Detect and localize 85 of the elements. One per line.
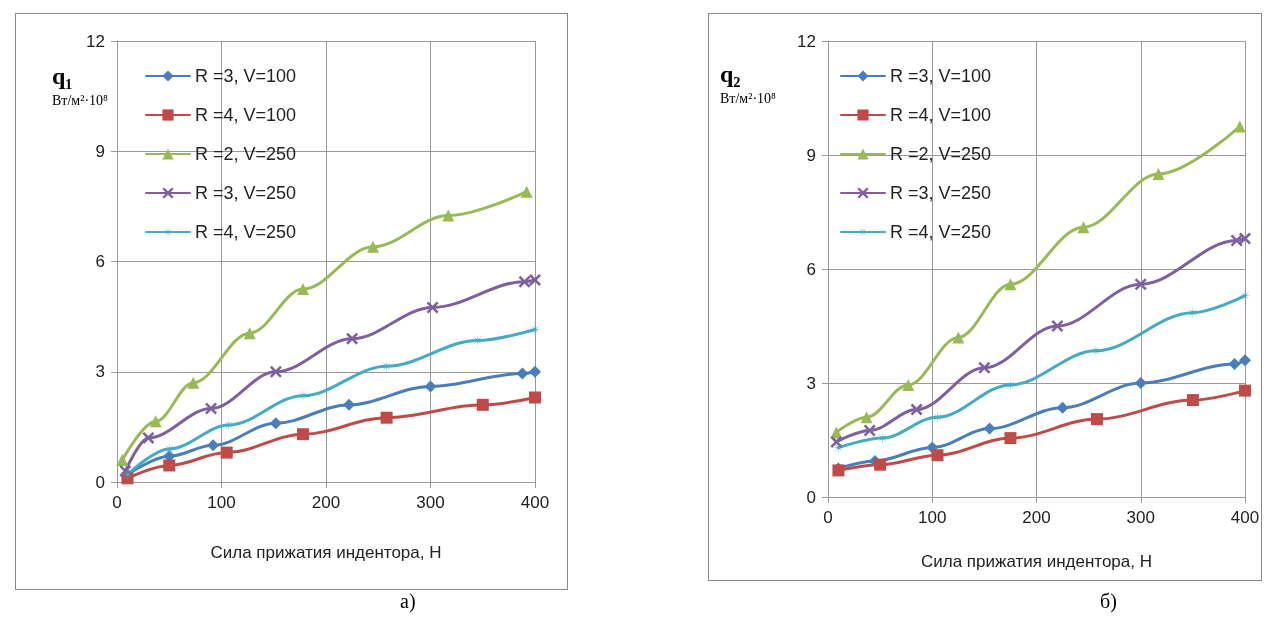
- legend-label: R =4, V=250: [195, 222, 297, 242]
- y-tick-label: 6: [806, 259, 816, 279]
- point: [367, 240, 380, 253]
- point: [931, 449, 944, 462]
- point: [424, 380, 437, 393]
- point: [1004, 432, 1017, 445]
- y-axis-title: q₂ Вт/м²·10⁸: [720, 61, 777, 106]
- point: [116, 453, 129, 466]
- legend-label: R =2, V=250: [195, 144, 297, 164]
- text: а): [400, 590, 416, 613]
- point: [1090, 413, 1103, 426]
- y-tick-label: 9: [95, 141, 105, 161]
- point: [220, 446, 233, 459]
- point: [346, 332, 359, 345]
- y-axis-title: q₁ Вт/м²·10⁸: [52, 63, 109, 108]
- point: [269, 417, 282, 430]
- point: [830, 435, 843, 448]
- legend-label: R =4, V=100: [890, 105, 992, 125]
- x-tick-label: 0: [112, 493, 122, 512]
- point: [149, 415, 162, 428]
- point: [269, 365, 282, 378]
- y-tick-label: 12: [797, 31, 816, 51]
- point: [516, 367, 529, 380]
- x-tick-label: 100: [918, 508, 947, 527]
- x-tick-label: 300: [1126, 508, 1155, 527]
- legend-label: R =3, V=100: [890, 66, 992, 86]
- point: [205, 402, 218, 415]
- point: [1056, 401, 1069, 414]
- x-tick-label: 200: [1022, 508, 1051, 527]
- x-tick-label: 400: [1230, 508, 1260, 527]
- point: [529, 391, 541, 404]
- point: [832, 441, 845, 454]
- point: [442, 209, 455, 222]
- point: [1134, 278, 1147, 291]
- point: [1239, 354, 1251, 367]
- y-tick-label: 6: [95, 252, 105, 271]
- x-tick-label: 300: [416, 493, 445, 512]
- legend-label: R =4, V=250: [890, 222, 992, 242]
- point: [529, 365, 541, 378]
- point: [297, 283, 310, 296]
- point: [142, 431, 155, 444]
- y-tick-label: 9: [806, 145, 816, 165]
- x-tick-label: 200: [311, 493, 341, 512]
- point: [863, 424, 876, 437]
- point: [910, 403, 923, 416]
- point: [902, 378, 915, 391]
- point: [243, 327, 256, 340]
- point: [1239, 384, 1251, 397]
- point: [1004, 278, 1017, 291]
- point: [1186, 394, 1199, 407]
- point: [1233, 120, 1246, 133]
- point: [1239, 232, 1251, 245]
- point: [476, 398, 489, 411]
- legend-label: R =3, V=250: [195, 183, 297, 203]
- legend-label: R =2, V=250: [890, 144, 992, 164]
- point: [207, 439, 220, 452]
- point: [518, 275, 531, 288]
- x-axis-title: Сила прижатия индентора, Н: [210, 543, 442, 562]
- legend-label: R =4, V=100: [195, 105, 297, 125]
- point: [297, 428, 310, 441]
- x-axis-title: Сила прижатия индентора, Н: [920, 552, 1153, 571]
- x-tick-label: 100: [207, 493, 236, 512]
- y-tick-label: 3: [95, 362, 105, 382]
- x-tick-label: 400: [520, 493, 550, 512]
- point: [1228, 358, 1241, 370]
- y-tick-label: 3: [806, 373, 816, 393]
- point: [874, 458, 887, 471]
- point: [983, 422, 996, 435]
- point: [1077, 221, 1090, 234]
- point: [978, 361, 991, 374]
- legend-label: R =3, V=100: [195, 66, 297, 86]
- point: [860, 411, 873, 424]
- y-tick-label: 12: [86, 31, 105, 51]
- text: б): [1100, 590, 1117, 613]
- point: [1152, 168, 1165, 180]
- point: [520, 185, 533, 198]
- legend-label: R =3, V=250: [890, 183, 992, 203]
- point: [163, 459, 176, 472]
- point: [1051, 320, 1064, 332]
- point: [529, 273, 541, 286]
- point: [952, 331, 965, 344]
- point: [380, 411, 393, 424]
- point: [187, 376, 200, 389]
- x-tick-label: 0: [823, 508, 833, 527]
- y-tick-label: 0: [95, 472, 105, 492]
